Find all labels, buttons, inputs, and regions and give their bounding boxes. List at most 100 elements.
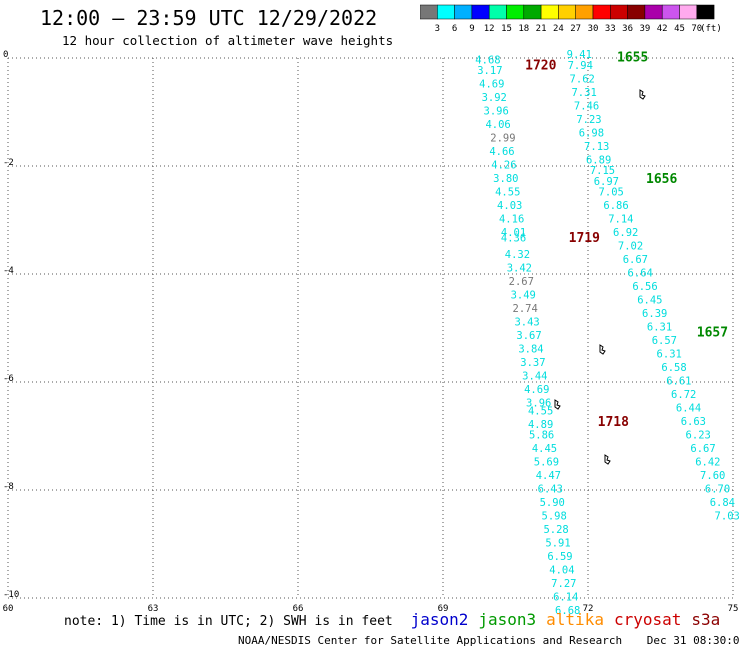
color-swatch [696,4,715,20]
island-outline [604,454,611,465]
wave-height-label: 7.94 [568,60,593,72]
wave-height-label: 6.39 [642,308,667,320]
wave-height-label: 6.67 [623,254,648,266]
wave-height-label: 6.72 [671,389,696,401]
wave-height-label: 6.98 [579,127,604,139]
wave-height-label: 3.84 [518,343,543,355]
satellite-legend: jason2 jason3 altika cryosat s3a [411,610,731,629]
wave-height-label: 5.69 [534,457,559,469]
wave-height-label: 6.86 [603,200,628,212]
wave-height-label: 3.92 [482,92,507,104]
wave-height-label: 3.37 [520,357,545,369]
wave-height-label: 2.99 [490,133,515,145]
satellite-legend-item: jason2 [410,610,469,629]
color-scale-label: 70 [691,24,702,34]
wave-height-label: 7.13 [584,141,609,153]
wave-height-label: 5.90 [540,497,565,509]
wave-height-label: 5.86 [529,430,554,442]
wave-height-label: 6.59 [547,551,572,563]
satellite-legend-item: altika [546,610,604,629]
x-tick-label: 75 [728,604,739,614]
wave-height-label: 7.02 [618,241,643,253]
wave-height-label: 6.42 [695,457,720,469]
wave-height-label: 3.42 [507,262,532,274]
wave-height-label: 5.98 [542,511,567,523]
wave-height-label: 6.31 [647,322,672,334]
generated-timestamp: Dec 31 08:30:09 UTC 2022 [646,634,740,647]
wave-height-label: 7.23 [576,114,601,126]
wave-height-label: 9.41 [567,49,592,61]
wave-height-label: 3.67 [516,330,541,342]
color-scale-label: 21 [536,24,547,34]
wave-height-label: 7.46 [574,100,599,112]
wave-height-plot: 60 63 66 69 72 750-2-4-6-8-104.683.174.693.92… [3,49,740,617]
wave-height-label: 2.74 [513,303,538,315]
satellite-legend-item: cryosat [613,610,682,629]
wave-height-label: 6.67 [690,443,715,455]
wave-height-label: 3.17 [477,65,502,77]
wave-height-label: 4.89 [528,419,553,431]
wave-height-label: 6.64 [628,268,653,280]
wave-height-label: 4.55 [528,405,553,417]
wave-height-label: 6.43 [538,484,563,496]
color-scale-unit: (ft) [700,24,722,34]
wave-height-label: 6.58 [661,362,686,374]
wave-height-label: 6.44 [676,403,701,415]
y-tick-label: 0 [3,50,8,60]
color-scale-label: 9 [469,24,474,34]
wave-height-label: 4.47 [536,470,561,482]
footer-legend: note: 1) Time is in UTC; 2) SWH is in fe… [64,610,740,629]
y-tick-label: -6 [3,374,14,384]
pass-time-label: 1656 [646,172,677,187]
wave-height-label: 3.80 [493,173,518,185]
wave-height-label: 5.91 [545,538,570,550]
satellite-legend-item: jason3 [478,610,537,629]
footer-credit-line: NOAA/NESDIS Center for Satellite Applica… [238,634,740,647]
wave-height-label: 7.15 [590,165,615,177]
wave-height-label: 6.14 [553,592,578,604]
wave-height-label: 2.67 [509,276,534,288]
wave-height-label: 6.63 [681,416,706,428]
satellite-legend-item: s3a [691,610,721,629]
wave-height-label: 6.92 [613,227,638,239]
wave-height-label: 6.56 [632,281,657,293]
y-tick-label: -8 [3,482,14,492]
color-scale-label: 39 [639,24,650,34]
wave-height-label: 4.68 [475,54,500,66]
pass-time-label: 1719 [569,231,600,246]
wave-height-label: 4.55 [495,187,520,199]
page-title: 12:00 – 23:59 UTC 12/29/2022 [40,6,378,30]
wave-height-label: 4.69 [524,384,549,396]
wave-height-label: 7.60 [700,470,725,482]
x-tick-label: 69 [438,604,449,614]
wave-height-label: 4.36 [501,233,526,245]
credit-text: NOAA/NESDIS Center for Satellite Applica… [238,634,623,647]
y-tick-label: -10 [3,590,19,600]
wave-height-label: 6.45 [637,295,662,307]
footer-note: note: 1) Time is in UTC; 2) SWH is in fe… [64,614,393,629]
pass-time-label: 1718 [598,415,629,430]
wave-height-label: 7.27 [551,578,576,590]
wave-height-label: 6.89 [586,154,611,166]
wave-height-label: 6.84 [710,497,735,509]
wave-height-label: 4.66 [489,146,514,158]
wave-height-label: 4.06 [485,119,510,131]
wave-height-label: 3.49 [511,289,536,301]
wave-height-label: 6.57 [652,335,677,347]
wave-height-label: 7.31 [571,87,596,99]
wave-height-label: 4.01 [501,227,526,239]
color-scale-label: 6 [452,24,457,34]
x-tick-label: 63 [148,604,159,614]
island-outline [554,399,561,410]
wave-height-label: 3.43 [514,316,539,328]
wave-height-label: 4.03 [497,200,522,212]
wave-height-label: 6.68 [555,605,580,617]
wave-height-label: 4.69 [479,79,504,91]
wave-height-label: 3.96 [484,106,509,118]
wave-height-label: 4.04 [549,565,574,577]
x-tick-label: 60 [3,604,14,614]
wave-height-label: 4.26 [491,160,516,172]
wave-height-label: 4.45 [532,443,557,455]
color-scale-label: 33 [605,24,616,34]
color-scale-legend: 3 6 9 12 15 18 21 24 27 30 33 36 39 42 45 70(ft) [420,4,722,34]
